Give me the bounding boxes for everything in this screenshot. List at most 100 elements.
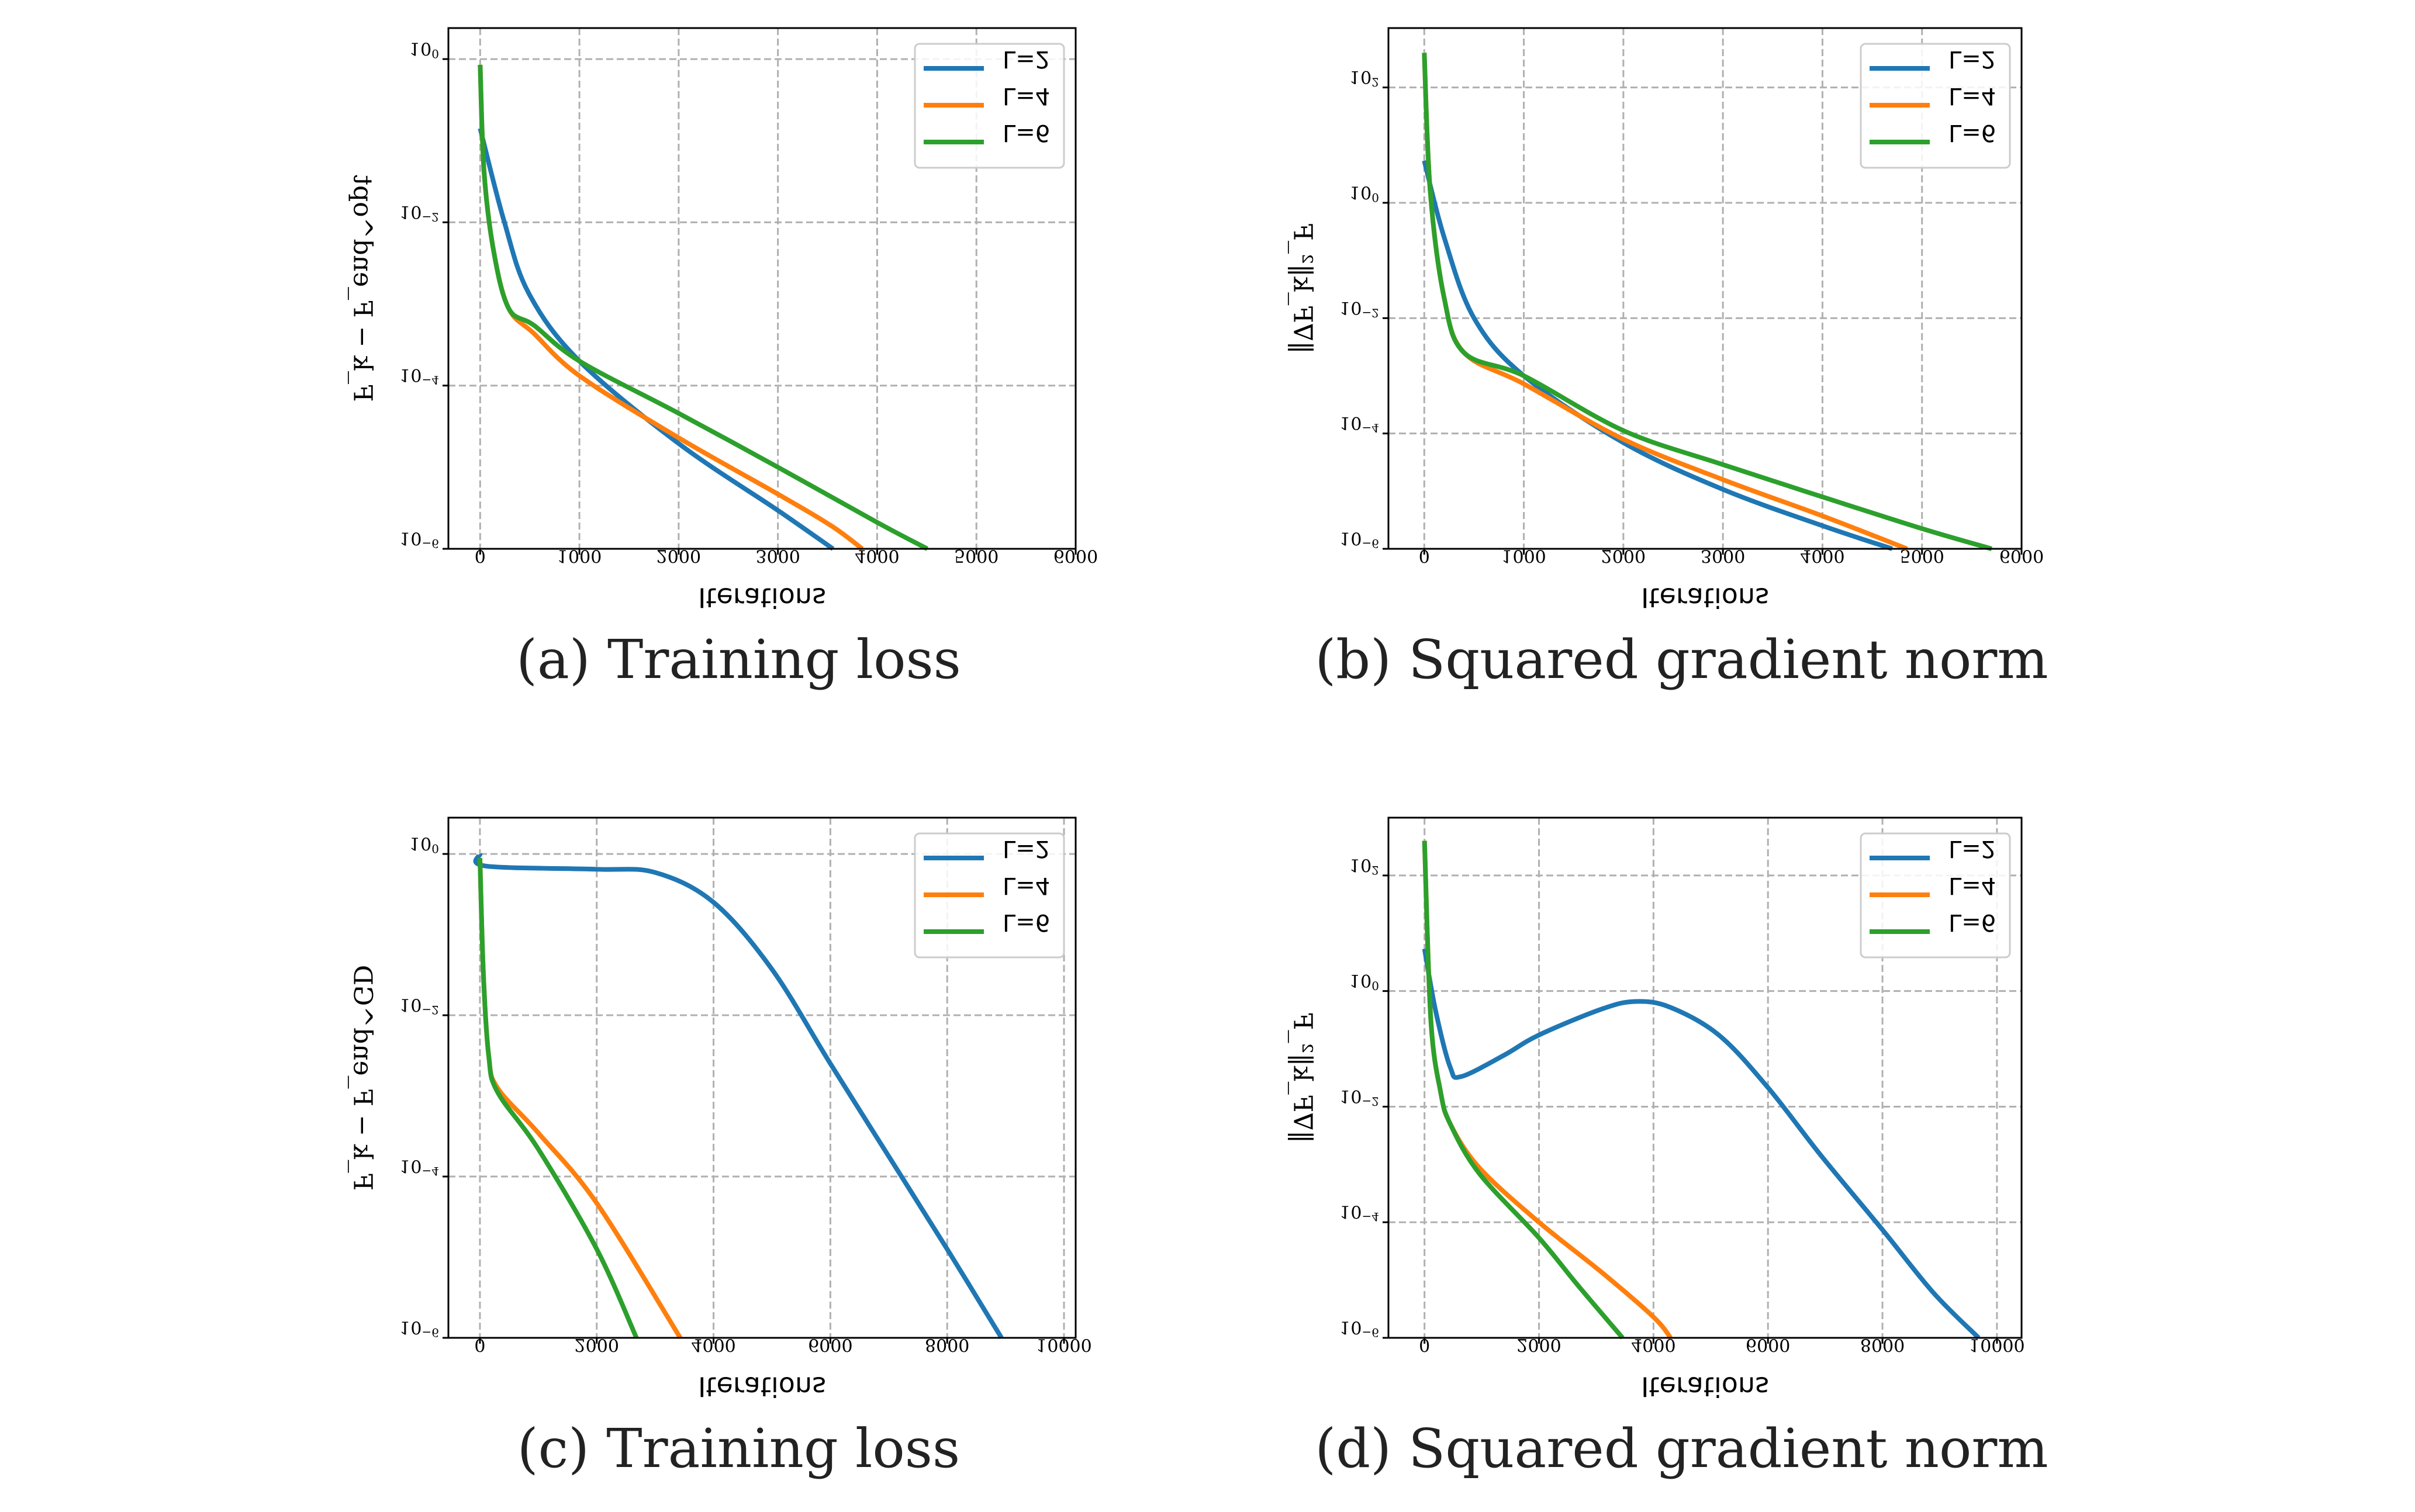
y-tick-label: 10−4 xyxy=(399,1155,439,1178)
y-tick-label: 102 xyxy=(1349,854,1379,877)
legend-box xyxy=(1860,43,2011,169)
y-tick-base: 10 xyxy=(1339,528,1362,548)
y-tick-label: 10−2 xyxy=(1339,297,1379,320)
x-axis-label: Iterations xyxy=(1641,582,1769,614)
x-tick-label: 0 xyxy=(1419,1334,1430,1355)
y-tick-exponent: −6 xyxy=(1362,1326,1379,1340)
y-tick-exponent: −6 xyxy=(422,537,439,551)
y-tick-base: 10 xyxy=(409,38,431,58)
series-line-L4 xyxy=(1422,840,1673,1340)
y-tick-exponent: −4 xyxy=(422,1164,439,1178)
x-axis-label: Iterations xyxy=(698,582,826,614)
y-tick-label: 10−6 xyxy=(399,528,439,551)
y-tick-label: 100 xyxy=(409,38,439,61)
panel-caption: (b) Squared gradient norm xyxy=(1315,628,2048,691)
series-line-L2 xyxy=(1422,948,1981,1340)
x-axis-label: Iterations xyxy=(698,1371,826,1403)
legend-label: L=2 xyxy=(1003,46,1050,72)
y-tick-base: 10 xyxy=(1339,297,1362,317)
y-tick-base: 10 xyxy=(1339,1201,1362,1222)
y-tick-base: 10 xyxy=(399,365,421,385)
axes-frame xyxy=(447,816,1077,1339)
y-tick-exponent: −6 xyxy=(422,1326,439,1340)
legend-box xyxy=(1860,832,2011,959)
y-tick-label: 10−4 xyxy=(1339,1201,1379,1224)
legend-label: L=4 xyxy=(1003,82,1050,109)
y-tick-base: 10 xyxy=(1339,1085,1362,1106)
legend-label: L=6 xyxy=(1948,909,1996,936)
x-tick-label: 0 xyxy=(1419,545,1430,566)
y-axis-label: ‖∇F_k‖²_F xyxy=(1288,1012,1318,1143)
legend-label: L=6 xyxy=(1003,909,1050,936)
axes-frame xyxy=(1387,816,2023,1339)
y-tick-base: 10 xyxy=(1339,1317,1362,1337)
x-tick-label: 0 xyxy=(475,545,486,566)
y-tick-base: 10 xyxy=(1349,970,1371,991)
y-tick-base: 10 xyxy=(1339,413,1362,433)
y-tick-base: 10 xyxy=(399,994,421,1015)
panel-caption: (d) Squared gradient norm xyxy=(1315,1417,2048,1480)
y-tick-label: 10−2 xyxy=(1339,1085,1379,1108)
series-line-L2 xyxy=(473,852,1004,1340)
y-tick-exponent: −2 xyxy=(1362,1094,1379,1108)
chart-panel-d: 0 2000 4000 6000 8000 1000010210010−210−410−6… xyxy=(1288,816,2048,1480)
y-tick-exponent: 2 xyxy=(1371,863,1379,877)
legend-box xyxy=(914,832,1065,959)
y-tick-base: 10 xyxy=(399,201,421,222)
y-tick-label: 102 xyxy=(1349,67,1379,89)
y-tick-base: 10 xyxy=(399,528,421,548)
y-tick-exponent: −4 xyxy=(1362,421,1379,435)
legend-label: L=6 xyxy=(1948,119,1996,146)
y-tick-exponent: 0 xyxy=(431,47,439,61)
series-line-L6 xyxy=(478,64,929,551)
y-tick-exponent: −2 xyxy=(1362,306,1379,320)
y-tick-label: 10−2 xyxy=(399,994,439,1017)
legend-label: L=4 xyxy=(1948,82,1996,109)
y-axis-label: ‖∇F_k‖²_F xyxy=(1288,223,1318,354)
legend-label: L=4 xyxy=(1948,872,1996,899)
series-line-L6 xyxy=(1422,840,1625,1340)
x-axis-label: Iterations xyxy=(1641,1371,1769,1403)
y-tick-exponent: −6 xyxy=(1362,537,1379,551)
y-tick-base: 10 xyxy=(1349,182,1371,202)
y-tick-base: 10 xyxy=(399,1155,421,1176)
y-axis-label: F_k − F_end^GD xyxy=(348,965,378,1191)
panel-caption: (a) Training loss xyxy=(516,628,961,691)
y-axis-label: F_k − F_end^opt xyxy=(348,175,378,402)
legend: L=2 L=4 L=6 xyxy=(914,43,1065,169)
y-tick-exponent: −2 xyxy=(422,210,439,224)
y-tick-exponent: −2 xyxy=(422,1003,439,1017)
series-line-L6 xyxy=(1422,53,1993,551)
legend-label: L=6 xyxy=(1003,119,1050,146)
series-line-L2 xyxy=(478,127,835,551)
chart-panel-b: 0 1000 2000 3000 4000 5000 600010210010−210−41… xyxy=(1288,27,2048,691)
y-tick-label: 10−6 xyxy=(1339,528,1379,551)
legend: L=2 L=4 L=6 xyxy=(1860,43,2011,169)
y-tick-base: 10 xyxy=(409,833,431,853)
y-tick-exponent: 2 xyxy=(1371,75,1379,89)
y-tick-base: 10 xyxy=(1349,854,1371,875)
legend: L=2 L=4 L=6 xyxy=(914,832,1065,959)
y-tick-label: 10−4 xyxy=(1339,413,1379,435)
y-tick-label: 100 xyxy=(1349,182,1379,205)
y-tick-label: 100 xyxy=(1349,970,1379,993)
y-tick-exponent: 0 xyxy=(1371,979,1379,993)
y-tick-label: 100 xyxy=(409,833,439,856)
y-tick-base: 10 xyxy=(399,1317,421,1337)
series-line-L4 xyxy=(477,857,683,1340)
legend-label: L=2 xyxy=(1948,46,1996,72)
y-tick-exponent: 0 xyxy=(431,842,439,856)
series-line-L6 xyxy=(477,857,639,1339)
chart-panel-c: 0 2000 4000 6000 8000 1000010010−210−410−6L=2… xyxy=(348,816,1092,1480)
y-tick-label: 10−2 xyxy=(399,201,439,224)
x-tick-label: 0 xyxy=(474,1334,485,1355)
y-tick-exponent: −4 xyxy=(422,373,439,387)
axes-frame xyxy=(447,27,1077,550)
y-tick-base: 10 xyxy=(1349,67,1371,87)
y-tick-label: 10−6 xyxy=(1339,1317,1379,1340)
panel-caption: (c) Training loss xyxy=(517,1417,960,1480)
axes-frame xyxy=(1387,27,2023,550)
y-tick-label: 10−4 xyxy=(399,365,439,387)
legend-label: L=4 xyxy=(1003,872,1050,899)
